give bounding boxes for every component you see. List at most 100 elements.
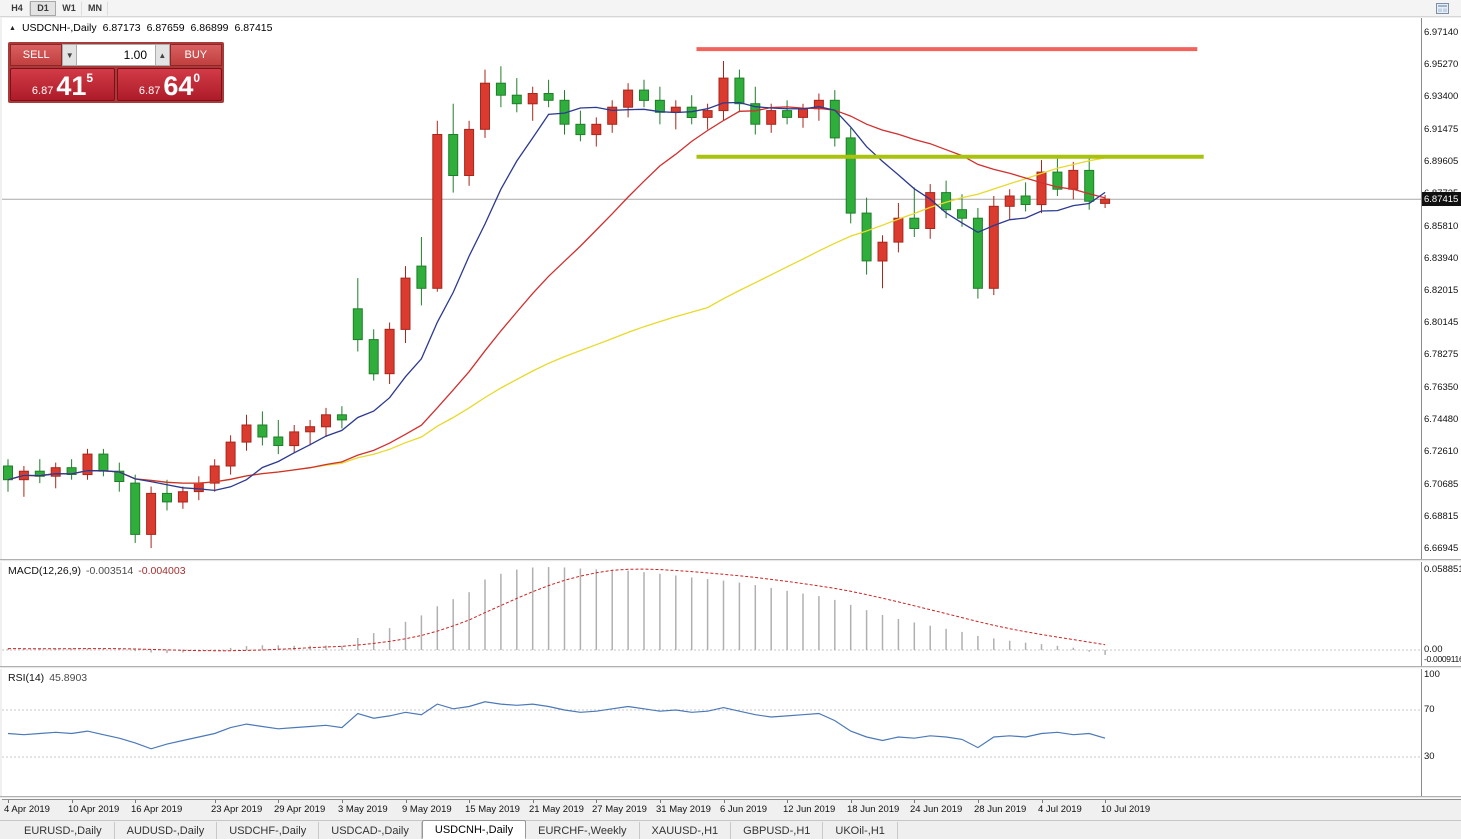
ma-mid-line: [7, 106, 1106, 484]
candle-body: [702, 110, 713, 118]
rsi-label: RSI(14) 45.8903: [8, 672, 87, 684]
candle-body: [448, 134, 459, 176]
date-label: 3 May 2019: [338, 804, 388, 815]
price-scale-label: 6.82015: [1424, 285, 1459, 296]
chart-tab-audusddaily[interactable]: AUDUSD-,Daily: [115, 822, 218, 839]
candle-body: [750, 103, 761, 125]
candle-body: [146, 492, 157, 535]
candle-body: [988, 205, 999, 289]
panel-splitter[interactable]: [0, 666, 1461, 669]
candle-body: [225, 441, 236, 467]
chart-tab-usdchfdaily[interactable]: USDCHF-,Daily: [217, 822, 320, 839]
current-price-badge: 6.87415: [1422, 192, 1461, 206]
candle-body: [607, 106, 618, 125]
time-tick: [978, 800, 979, 803]
trade-controls-row: SELL ▼ ▲ BUY: [10, 44, 222, 66]
rsi-panel[interactable]: RSI(14) 45.8903: [2, 669, 1421, 796]
time-axis[interactable]: 4 Apr 2019 10 Apr 2019 16 Apr 2019 23 Apr 2…: [2, 799, 1461, 817]
date-label: 6 Jun 2019: [720, 804, 768, 815]
candle-body: [829, 99, 840, 139]
time-tick: [851, 800, 852, 803]
chart-tab-ukoilh1[interactable]: UKOil-,H1: [823, 822, 898, 839]
sell-price-display[interactable]: 6.87 41 5: [10, 68, 115, 101]
date-label: 23 Apr 2019: [211, 804, 263, 815]
rsi-scale-label: 100: [1424, 669, 1440, 680]
candle-body: [241, 424, 252, 443]
candlestick-chart[interactable]: [2, 18, 1421, 559]
candle-body: [1052, 171, 1063, 190]
candle-body: [1004, 195, 1015, 207]
volume-input[interactable]: [77, 44, 155, 66]
candle-body: [289, 431, 300, 447]
timeframe-button-w1[interactable]: W1: [56, 0, 82, 16]
rsi-chart[interactable]: [2, 669, 1421, 796]
candle-body: [670, 106, 681, 113]
candle-body: [782, 110, 793, 118]
time-tick: [342, 800, 343, 803]
candle-body: [845, 137, 856, 214]
sell-price-pips: 41: [56, 70, 87, 101]
chart-tab-eurchfweekly[interactable]: EURCHF-,Weekly: [526, 822, 640, 839]
buy-price-display[interactable]: 6.87 64 0: [117, 68, 222, 101]
macd-signal-value: -0.004003: [138, 565, 186, 577]
chart-tab-usdcaddaily[interactable]: USDCAD-,Daily: [319, 822, 422, 839]
candle-body: [82, 453, 93, 476]
price-scale[interactable]: 6.971406.952706.934006.914756.896056.877…: [1422, 18, 1461, 799]
candle-body: [305, 426, 316, 433]
chart-tab-eurusddaily[interactable]: EURUSD-,Daily: [12, 822, 115, 839]
candle-body: [130, 482, 141, 535]
time-tick: [72, 800, 73, 803]
volume-increase-button[interactable]: ▲: [155, 44, 170, 66]
time-tick: [469, 800, 470, 803]
time-tick: [406, 800, 407, 803]
chart-tab-xauusdh1[interactable]: XAUUSD-,H1: [640, 822, 732, 839]
candle-body: [336, 414, 347, 421]
timeframe-button-h4[interactable]: H4: [4, 0, 30, 16]
candle-body: [591, 123, 602, 136]
buy-price-pips: 64: [163, 70, 194, 101]
macd-panel[interactable]: MACD(12,26,9) -0.003514 -0.004003: [2, 562, 1421, 666]
candle-body: [50, 467, 61, 477]
candle-body: [909, 217, 920, 229]
macd-name: MACD(12,26,9): [8, 565, 81, 577]
date-label: 21 May 2019: [529, 804, 584, 815]
candle-body: [798, 108, 808, 118]
chart-window-icon[interactable]: [1436, 2, 1449, 14]
panel-splitter[interactable]: [0, 796, 1461, 799]
rsi-scale-label: 70: [1424, 704, 1435, 715]
date-label: 28 Jun 2019: [974, 804, 1027, 815]
macd-signal-line: [7, 568, 1106, 652]
macd-label: MACD(12,26,9) -0.003514 -0.004003: [8, 565, 186, 577]
timeframe-button-mn[interactable]: MN: [82, 0, 108, 16]
candle-body: [114, 470, 125, 483]
date-label: 12 Jun 2019: [783, 804, 836, 815]
candle-body: [384, 328, 395, 375]
timeframe-button-d1[interactable]: D1: [30, 0, 56, 16]
price-scale-label: 6.74480: [1424, 414, 1459, 425]
candle-body: [273, 436, 284, 446]
price-scale-label: 6.66945: [1424, 543, 1459, 554]
panel-splitter[interactable]: [0, 559, 1461, 562]
candle-body: [543, 93, 554, 101]
chart-tab-gbpusdh1[interactable]: GBPUSD-,H1: [731, 822, 824, 839]
candle-body: [575, 123, 586, 136]
candle-body: [893, 217, 904, 243]
candle-body: [654, 99, 665, 113]
rsi-scale-label: 30: [1424, 751, 1435, 762]
candle-body: [352, 308, 363, 341]
date-label: 31 May 2019: [656, 804, 711, 815]
price-chart-panel[interactable]: ▲ USDCNH-,Daily 6.87173 6.87659 6.86899 …: [2, 18, 1421, 559]
chart-tab-usdcnhdaily[interactable]: USDCNH-,Daily: [421, 820, 527, 839]
buy-button[interactable]: BUY: [169, 44, 222, 66]
trade-prices-row: 6.87 41 5 6.87 64 0: [10, 68, 222, 101]
candle-body: [257, 424, 268, 438]
price-scale-label: 6.85810: [1424, 221, 1459, 232]
sell-button[interactable]: SELL: [10, 44, 63, 66]
date-label: 10 Apr 2019: [68, 804, 120, 815]
ma-fast-line: [7, 101, 1106, 492]
candle-body: [193, 482, 204, 493]
volume-decrease-button[interactable]: ▼: [62, 44, 77, 66]
macd-chart[interactable]: [2, 562, 1421, 666]
price-scale-label: 6.70685: [1424, 479, 1459, 490]
candle-body: [3, 465, 13, 481]
